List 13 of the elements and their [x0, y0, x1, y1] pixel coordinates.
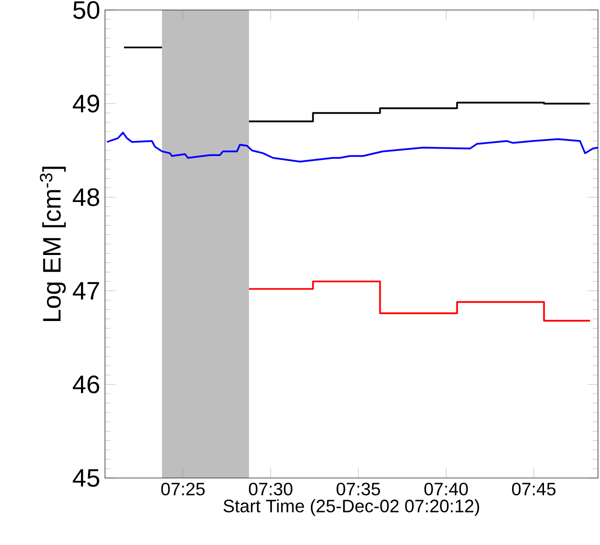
y-tick-label: 50: [73, 1, 100, 19]
x-axis-title: Start Time (25-Dec-02 07:20:12): [224, 499, 480, 516]
y-tick-label: 45: [72, 469, 100, 487]
y-tick-label: 49: [72, 94, 100, 113]
y-tick-label: 46: [72, 375, 100, 394]
x-tick-label: 07:30: [248, 482, 292, 496]
x-tick-label: 07:45: [512, 482, 556, 496]
x-tick-label: 07:25: [161, 482, 205, 496]
y-tick-label: 48: [72, 188, 100, 206]
y-tick-label: 47: [72, 282, 100, 300]
x-tick-label: 07:35: [336, 482, 380, 496]
x-tick-label: 07:40: [424, 482, 468, 496]
y-axis-title: Log EM [cm$^{-3}$]: [40, 166, 66, 321]
